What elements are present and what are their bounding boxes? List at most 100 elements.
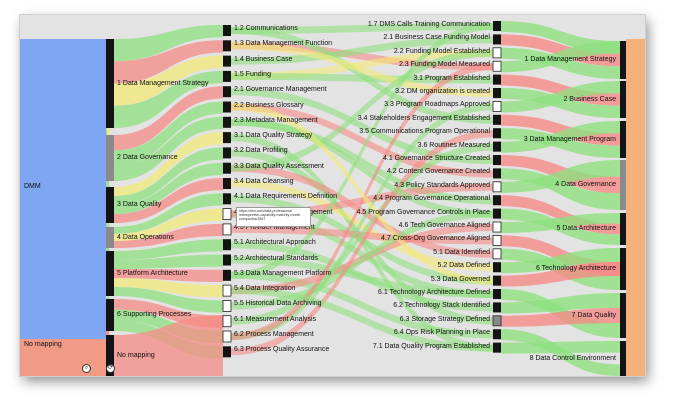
node-capability[interactable] (493, 289, 501, 300)
flow-practice-to-capability[interactable] (231, 118, 493, 205)
flow-area-to-practice[interactable] (114, 40, 223, 84)
node-capability[interactable] (492, 248, 502, 260)
node-practice[interactable] (223, 116, 231, 128)
node-capability[interactable] (492, 234, 502, 246)
node-capability[interactable] (493, 88, 501, 99)
node-capability[interactable] (493, 262, 501, 273)
flow-practice-to-capability[interactable] (231, 210, 493, 298)
node-capability[interactable] (493, 195, 501, 206)
node-component[interactable] (620, 121, 626, 158)
flow-capability-to-component[interactable] (501, 47, 620, 79)
flow-capability-to-component[interactable] (501, 160, 620, 193)
node-capability[interactable] (493, 302, 501, 313)
node-capability[interactable] (493, 329, 501, 340)
flow-practice-to-capability[interactable] (231, 256, 493, 299)
flow-practice-to-capability[interactable] (231, 103, 493, 178)
node-practice[interactable] (222, 284, 232, 297)
flow-capability-to-component[interactable] (501, 114, 620, 146)
node-practice[interactable] (222, 208, 232, 221)
node-focus-area[interactable] (106, 39, 114, 128)
flow-area-to-practice[interactable] (114, 86, 223, 151)
flow-area-to-practice[interactable] (114, 287, 223, 313)
node-no-mapping-source[interactable] (20, 339, 106, 376)
node-practice[interactable] (223, 193, 231, 205)
node-practice[interactable] (223, 86, 231, 98)
flow-capability-to-component[interactable] (501, 308, 620, 327)
node-focus-area[interactable] (106, 187, 114, 223)
flow-area-to-practice[interactable] (114, 70, 223, 128)
flow-practice-to-capability[interactable] (231, 23, 493, 279)
node-capability[interactable] (492, 181, 502, 193)
node-capability[interactable] (493, 128, 501, 139)
flow-area-to-practice[interactable] (114, 178, 223, 223)
flow-area-to-practice[interactable] (114, 315, 223, 376)
node-practice[interactable] (223, 132, 231, 144)
flow-practice-to-capability[interactable] (231, 63, 493, 340)
flow-practice-to-capability[interactable] (231, 164, 493, 258)
node-practice[interactable] (223, 147, 231, 159)
node-component[interactable] (620, 160, 626, 210)
flow-capability-to-component[interactable] (501, 168, 620, 210)
node-capability[interactable] (493, 141, 501, 152)
flow-capability-to-component[interactable] (501, 248, 620, 274)
node-capability[interactable] (493, 342, 501, 353)
flow-practice-to-capability[interactable] (231, 88, 493, 164)
node-practice[interactable] (223, 269, 231, 281)
flow-practice-to-capability[interactable] (231, 210, 493, 310)
node-component[interactable] (620, 341, 626, 376)
flow-area-to-practice[interactable] (114, 193, 223, 234)
flow-area-to-practice[interactable] (114, 208, 223, 241)
node-capability[interactable] (493, 21, 501, 32)
flow-capability-to-component[interactable] (501, 74, 620, 106)
flow-practice-to-capability[interactable] (231, 23, 493, 34)
node-practice[interactable] (223, 239, 231, 251)
flow-capability-to-component[interactable] (501, 341, 620, 354)
flow-area-to-practice[interactable] (114, 101, 223, 166)
flow-practice-to-capability[interactable] (231, 36, 493, 65)
node-focus-area[interactable] (106, 335, 114, 376)
node-dmm[interactable] (20, 39, 106, 339)
flow-area-to-practice[interactable] (114, 278, 223, 298)
node-capability[interactable] (493, 208, 501, 219)
node-practice[interactable] (223, 254, 231, 266)
flow-capability-to-component[interactable] (501, 121, 620, 153)
node-component[interactable] (620, 81, 626, 118)
flow-area-to-practice[interactable] (114, 254, 223, 270)
node-capability[interactable] (492, 315, 502, 327)
node-component[interactable] (620, 213, 626, 245)
node-capability[interactable] (493, 74, 501, 85)
node-capability[interactable] (493, 275, 501, 286)
flow-practice-to-capability[interactable] (231, 143, 493, 325)
node-practice[interactable] (222, 299, 232, 312)
flow-capability-to-component[interactable] (501, 34, 620, 67)
flow-practice-to-capability[interactable] (231, 130, 493, 356)
flow-practice-to-capability[interactable] (231, 49, 493, 80)
reset-icon[interactable]: ⟳ (106, 364, 115, 373)
node-component[interactable] (620, 293, 626, 338)
node-capability[interactable] (493, 155, 501, 166)
node-practice[interactable] (223, 40, 231, 52)
node-capability[interactable] (493, 34, 501, 45)
flow-capability-to-component[interactable] (501, 128, 620, 158)
node-practice[interactable] (223, 101, 231, 113)
node-practice[interactable] (223, 178, 231, 190)
node-practice[interactable] (223, 70, 231, 82)
node-focus-area[interactable] (106, 251, 114, 296)
node-component[interactable] (620, 248, 626, 290)
flow-area-to-practice[interactable] (114, 269, 223, 283)
flow-practice-to-capability[interactable] (231, 103, 493, 341)
flow-capability-to-component[interactable] (501, 213, 620, 233)
node-practice[interactable] (223, 162, 231, 174)
flow-area-to-practice[interactable] (114, 116, 223, 181)
flow-area-to-practice[interactable] (114, 147, 223, 205)
node-component[interactable] (620, 41, 626, 79)
flow-capability-to-component[interactable] (501, 41, 620, 73)
flow-area-to-practice[interactable] (114, 223, 223, 248)
flow-practice-to-capability[interactable] (231, 271, 493, 339)
flow-practice-to-capability[interactable] (231, 118, 493, 218)
flow-capability-to-component[interactable] (501, 293, 620, 314)
node-practice[interactable] (223, 55, 231, 67)
flow-practice-to-capability[interactable] (231, 27, 493, 124)
flow-capability-to-component[interactable] (501, 262, 620, 287)
flow-area-to-practice[interactable] (114, 25, 223, 62)
